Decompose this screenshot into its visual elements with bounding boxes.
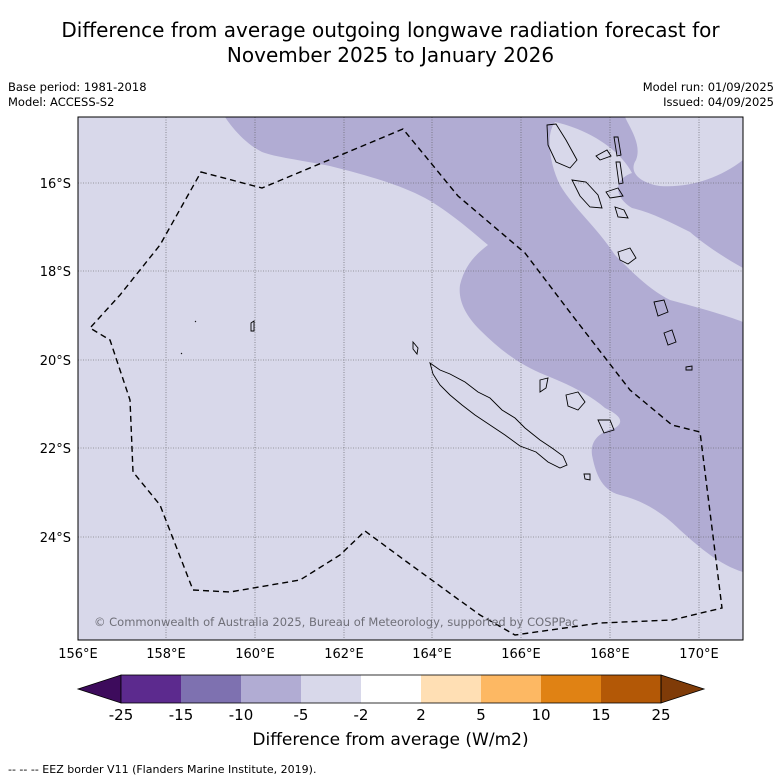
map-frame xyxy=(77,116,744,641)
colorbar-label: Difference from average (W/m2) xyxy=(252,730,529,750)
meta-right: Model run: 01/09/2025 Issued: 04/09/2025 xyxy=(643,80,774,110)
lat-label: 22°S xyxy=(40,442,71,457)
map-area xyxy=(77,116,744,641)
colorbar-tick: 5 xyxy=(476,706,486,724)
title-line-2: November 2025 to January 2026 xyxy=(226,43,555,67)
lat-label: 18°S xyxy=(40,265,71,280)
vanuatu-efate xyxy=(617,247,637,265)
latitude-labels: 16°S 18°S 20°S 22°S 24°S xyxy=(40,177,71,546)
colorbar-segment xyxy=(181,675,241,703)
colorbar-segment xyxy=(301,675,361,703)
eez-footnote: -- -- -- EEZ border V11 (Flanders Marine… xyxy=(8,763,317,776)
loyalty-island-ouvea xyxy=(539,377,549,393)
title-line-1: Difference from average outgoing longwav… xyxy=(61,18,720,42)
vanuatu-pentecost xyxy=(615,161,624,185)
small-island-2 xyxy=(194,320,197,323)
eez-border xyxy=(88,128,723,636)
vanuatu-tanna xyxy=(663,329,677,346)
model-name: Model: ACCESS-S2 xyxy=(8,95,115,109)
colorbar: -25 -15 -10 -5 -2 2 5 10 15 25 xyxy=(76,674,706,724)
map-title: Difference from average outgoing longwav… xyxy=(0,18,781,68)
copyright-notice: © Commonwealth of Australia 2025, Bureau… xyxy=(94,615,578,629)
lon-label: 170°E xyxy=(679,647,719,662)
colorbar-tick: 10 xyxy=(531,706,550,724)
colorbar-segment xyxy=(421,675,481,703)
belep-islands xyxy=(412,340,419,356)
lon-label: 166°E xyxy=(501,647,541,662)
colorbar-ticks: -25 -15 -10 -5 -2 2 5 10 15 25 xyxy=(109,706,671,724)
colorbar-tick: 25 xyxy=(651,706,670,724)
vanuatu-epi xyxy=(614,206,629,219)
base-period: Base period: 1981-2018 xyxy=(8,80,147,94)
colorbar-segment xyxy=(601,675,661,703)
small-island-3 xyxy=(180,352,183,355)
small-island-1 xyxy=(250,320,255,332)
colorbar-tick: -5 xyxy=(294,706,309,724)
vanuatu-erromango xyxy=(653,299,669,317)
lon-label: 160°E xyxy=(235,647,275,662)
longitude-labels: 156°E 158°E 160°E 162°E 164°E 166°E 168°… xyxy=(58,647,719,662)
meta-left: Base period: 1981-2018 Model: ACCESS-S2 xyxy=(8,80,147,110)
colorbar-segment xyxy=(121,675,181,703)
colorbar-segment xyxy=(541,675,601,703)
new-caledonia-island xyxy=(429,361,568,469)
model-run: Model run: 01/09/2025 xyxy=(642,80,774,94)
lon-label: 162°E xyxy=(324,647,364,662)
lat-label: 16°S xyxy=(40,177,71,192)
colorbar-tick: -25 xyxy=(109,706,134,724)
vanuatu-ambae xyxy=(595,149,612,161)
colorbar-segment xyxy=(241,675,301,703)
colorbar-tick: -2 xyxy=(354,706,369,724)
lon-label: 164°E xyxy=(412,647,452,662)
lat-label: 24°S xyxy=(40,531,71,546)
colorbar-tick: -15 xyxy=(169,706,194,724)
negative-anomaly-region xyxy=(225,117,743,572)
isle-of-pines xyxy=(583,473,591,481)
lon-label: 168°E xyxy=(590,647,630,662)
colorbar-frame xyxy=(120,674,662,704)
lat-label: 20°S xyxy=(40,354,71,369)
vanuatu-malekula xyxy=(571,179,603,209)
colorbar-tick: 2 xyxy=(416,706,426,724)
colorbar-segment xyxy=(481,675,541,703)
lon-label: 156°E xyxy=(58,647,98,662)
vanuatu-maewo xyxy=(613,136,622,157)
colorbar-tick: -10 xyxy=(229,706,254,724)
vanuatu-espiritu-santo xyxy=(546,123,578,169)
colorbar-tick: 15 xyxy=(591,706,610,724)
colorbar-segment xyxy=(361,675,421,703)
colorbar-extend-high xyxy=(660,674,706,704)
graticule xyxy=(78,117,743,640)
loyalty-island-mare xyxy=(597,419,615,434)
colorbar-extend-low xyxy=(76,674,122,704)
vanuatu-ambrym xyxy=(605,187,624,199)
issued-date: Issued: 04/09/2025 xyxy=(663,95,774,109)
lon-label: 158°E xyxy=(146,647,186,662)
loyalty-island-lifou xyxy=(565,391,586,411)
light-patch-top-right xyxy=(625,117,743,187)
vanuatu-aneityum xyxy=(685,365,693,371)
